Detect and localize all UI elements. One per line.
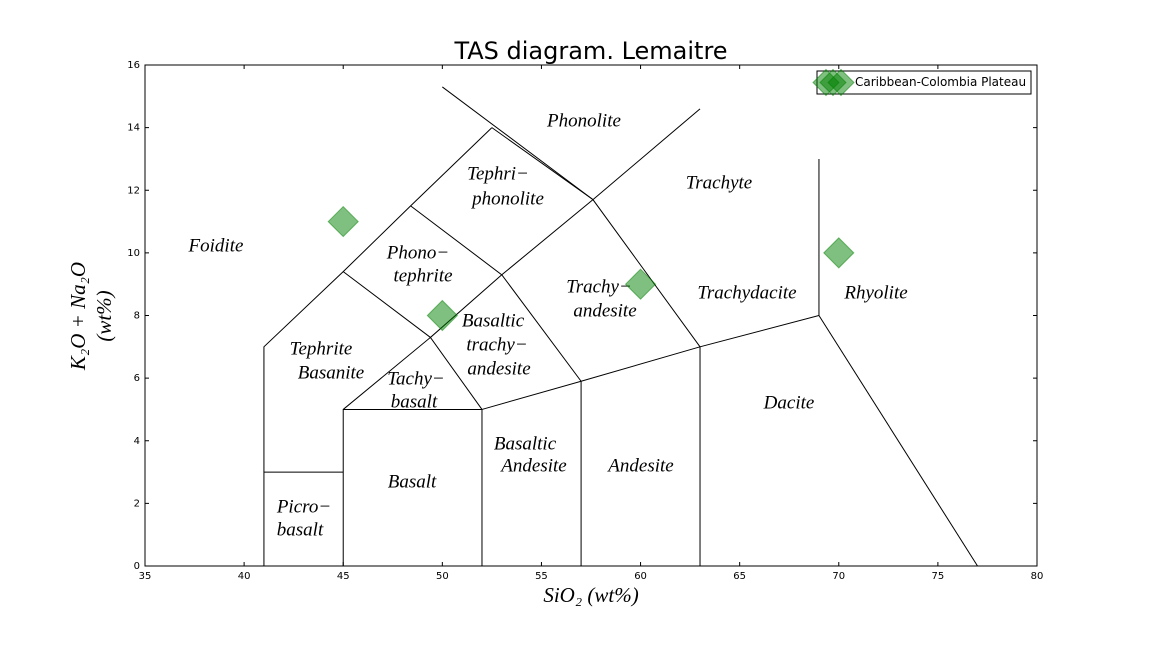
data-point xyxy=(327,205,359,238)
legend-marker xyxy=(827,68,855,97)
x-tick-label: 55 xyxy=(535,571,548,582)
legend-label: Caribbean-Colombia Plateau xyxy=(855,75,1026,89)
y-axis-label-group: K₂O + Na₂O (wt%) xyxy=(66,262,116,371)
legend: Caribbean-Colombia Plateau xyxy=(812,68,1032,97)
x-tick-label: 35 xyxy=(139,571,152,582)
region-label: Basalt xyxy=(388,471,437,492)
region-label: Foidite xyxy=(188,235,244,256)
data-point xyxy=(823,237,855,269)
x-axis-label: SiO₂ (wt%) xyxy=(543,583,638,607)
region-label: Phono− xyxy=(386,242,449,263)
region-boundary xyxy=(491,127,701,566)
y-axis-label: K₂O + Na₂O xyxy=(66,262,90,371)
region-boundary xyxy=(342,408,483,566)
y-tick-label: 2 xyxy=(134,498,140,509)
y-tick-label: 0 xyxy=(134,561,140,572)
y-tick-label: 14 xyxy=(127,123,140,134)
x-tick-label: 45 xyxy=(337,571,350,582)
y-tick-label: 16 xyxy=(127,60,140,71)
region-label: Tachy− xyxy=(387,368,445,389)
region-boundary xyxy=(410,205,582,566)
region-boundary xyxy=(818,315,978,567)
region-label: trachy− xyxy=(466,334,527,355)
y-tick-label: 6 xyxy=(134,373,140,384)
region-boundary xyxy=(442,86,594,201)
data-point xyxy=(426,299,459,332)
region-label: Trachyte xyxy=(686,172,753,193)
chart-title: TAS diagram. Lemaitre xyxy=(453,37,727,65)
x-tick-label: 60 xyxy=(634,571,647,582)
region-label: phonolite xyxy=(470,188,544,209)
y-tick-label: 12 xyxy=(127,185,140,196)
x-tick-label: 65 xyxy=(733,571,746,582)
region-label: Phonolite xyxy=(546,110,621,131)
region-label: Basaltic xyxy=(462,310,525,331)
region-label: Andesite xyxy=(499,455,566,476)
y-tick-label: 4 xyxy=(134,436,140,447)
x-tick-label: 50 xyxy=(436,571,449,582)
x-tick-label: 80 xyxy=(1031,571,1044,582)
region-label: andesite xyxy=(573,300,636,321)
region-label: Basanite xyxy=(298,362,365,383)
y-tick-label: 10 xyxy=(127,248,140,259)
region-label: Tephrite xyxy=(290,338,353,359)
x-tick-label: 40 xyxy=(238,571,251,582)
x-tick-label: 70 xyxy=(832,571,845,582)
region-label: Trachy− xyxy=(566,276,632,297)
region-label: andesite xyxy=(467,358,530,379)
region-label: Dacite xyxy=(763,392,815,413)
region-boundary xyxy=(263,127,493,473)
region-label: Picro− xyxy=(276,496,331,517)
region-label: basalt xyxy=(391,391,438,412)
x-tick-label: 75 xyxy=(932,571,945,582)
region-label: basalt xyxy=(277,519,324,540)
region-label: Tephri− xyxy=(467,163,529,184)
region-label: tephrite xyxy=(393,265,452,286)
y-tick-label: 8 xyxy=(134,311,140,322)
region-label: Rhyolite xyxy=(843,282,907,303)
region-label: Trachydacite xyxy=(697,282,796,303)
data-point xyxy=(624,268,657,300)
region-label: Andesite xyxy=(606,455,673,476)
y-axis-label: (wt%) xyxy=(92,290,116,341)
region-boundary xyxy=(342,108,701,339)
region-label: Basaltic xyxy=(494,433,557,454)
